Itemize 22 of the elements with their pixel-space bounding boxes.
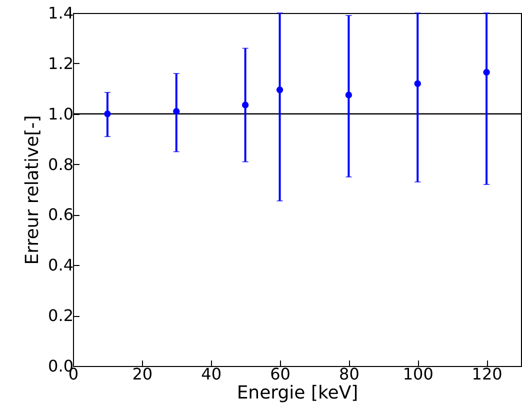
point <box>414 80 421 87</box>
y-tick-label: 0.6 <box>48 205 74 224</box>
x-axis-title: Energie [keV] <box>236 382 358 404</box>
x-tick-label: 20 <box>132 364 153 384</box>
point <box>173 108 180 115</box>
point <box>483 68 490 76</box>
y-tick-label: 1.0 <box>48 104 74 124</box>
point <box>276 86 284 94</box>
x-tick-label: 100 <box>402 364 434 384</box>
y-tick-label: 0.8 <box>48 154 74 174</box>
x-tick-label: 120 <box>472 364 502 384</box>
y-axis-title: Erreur relative[-] <box>22 115 44 265</box>
x-tick-label: 80 <box>339 364 360 384</box>
y-tick-label: 1.2 <box>48 54 74 73</box>
x-tick-label: 40 <box>201 364 222 384</box>
x-tick-label: 60 <box>270 364 290 384</box>
y-tick-label: 0.2 <box>48 306 74 326</box>
y-tick-label: 1.4 <box>48 4 74 22</box>
y-tick-label: 0.4 <box>48 256 74 275</box>
point <box>242 102 249 108</box>
point <box>104 110 111 118</box>
point <box>345 92 352 98</box>
